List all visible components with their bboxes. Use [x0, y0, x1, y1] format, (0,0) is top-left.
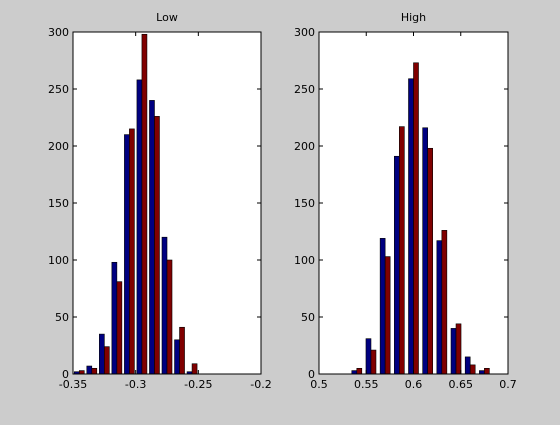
x-tick-label: -0.3 — [125, 378, 146, 391]
bar — [116, 281, 123, 375]
bar — [129, 128, 135, 375]
y-tick-label: 150 — [48, 197, 69, 210]
bar — [370, 349, 377, 375]
bar — [149, 100, 155, 375]
x-tick-label: 0.5 — [310, 378, 328, 391]
y-tick-label: 50 — [301, 311, 315, 324]
x-tick-label: 0.55 — [354, 378, 379, 391]
y-tick-label: 100 — [294, 254, 315, 267]
chart-2: 0.5 0.55 0.6 0.65 0.7 0 50 100 150 200 250 300 High — [294, 11, 517, 391]
bar — [422, 127, 428, 375]
bar — [379, 238, 386, 375]
bar — [356, 367, 363, 375]
x-tick-label: 0.7 — [499, 378, 517, 391]
bar — [136, 79, 143, 375]
bar — [455, 323, 462, 375]
bar — [408, 78, 414, 375]
bar — [450, 328, 457, 375]
bar — [441, 230, 448, 375]
bar — [464, 356, 471, 375]
x-tick-label: -0.2 — [250, 378, 271, 391]
y-tick-label: 200 — [48, 140, 69, 153]
bar — [399, 126, 405, 375]
bar — [111, 261, 118, 375]
bar — [351, 370, 358, 375]
y-tick-label: 100 — [48, 254, 69, 267]
x-tick-label: 0.6 — [405, 378, 423, 391]
y-tick-label: 200 — [294, 140, 315, 153]
bar — [179, 326, 185, 375]
bar — [427, 147, 433, 375]
chart-title: Low — [156, 11, 178, 24]
chart-title: High — [401, 11, 426, 24]
bar — [161, 236, 168, 375]
bar — [191, 363, 198, 375]
bar — [174, 339, 180, 375]
bar — [166, 259, 173, 375]
y-tick-label: 250 — [294, 83, 315, 96]
bar — [394, 155, 400, 375]
y-tick-label: 300 — [48, 26, 69, 39]
y-tick-label: 50 — [55, 311, 69, 324]
bar — [86, 365, 93, 375]
x-tick-label: -0.25 — [184, 378, 212, 391]
y-tick-label: 150 — [294, 197, 315, 210]
y-tick-label: 0 — [308, 368, 315, 381]
bar — [384, 256, 391, 375]
bar — [365, 338, 372, 375]
bar — [141, 33, 148, 375]
bar — [436, 240, 443, 375]
y-tick-label: 300 — [294, 26, 315, 39]
bar — [91, 367, 98, 375]
bar — [479, 370, 485, 375]
chart-1: -0.35 -0.3 -0.25 -0.2 0 50 100 150 200 250 300 Low — [48, 11, 272, 391]
bar — [78, 370, 85, 375]
bar — [124, 134, 130, 375]
x-tick-label: 0.65 — [449, 378, 474, 391]
x-tick-label: -0.35 — [59, 378, 87, 391]
bar — [469, 364, 476, 375]
bar — [104, 346, 110, 375]
bar — [99, 333, 105, 375]
bar — [154, 116, 160, 375]
y-tick-label: 250 — [48, 83, 69, 96]
bar — [413, 62, 419, 375]
bar — [484, 367, 490, 375]
y-tick-label: 0 — [62, 368, 69, 381]
